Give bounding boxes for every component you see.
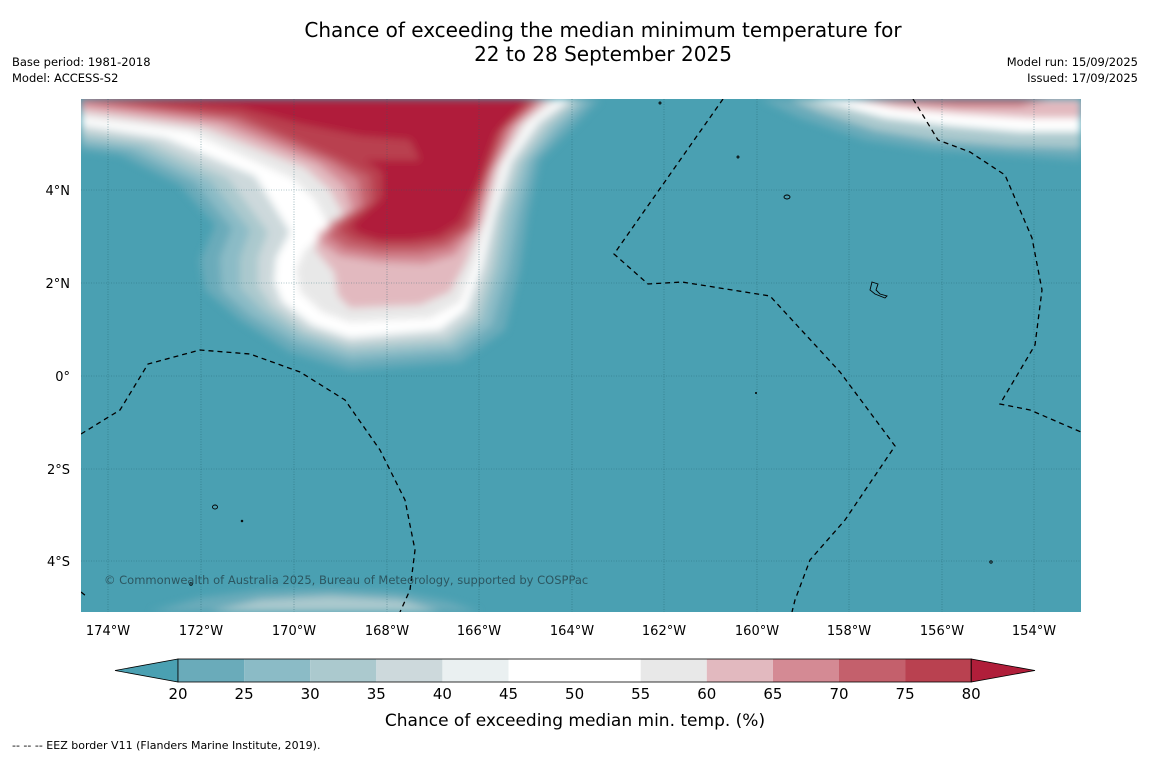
colorbar-tick-label: 35 (367, 685, 386, 703)
colorbar-tick-label: 80 (962, 685, 981, 703)
colorbar-segment (442, 659, 509, 682)
colorbar-segment (706, 659, 773, 682)
base-period: Base period: 1981-2018 (12, 55, 151, 69)
warm-anomaly-northwest (81, 99, 600, 370)
base-info: Base period: 1981-2018 Model: ACCESS-S2 (12, 54, 151, 86)
longitude-label: 164°W (550, 624, 594, 639)
longitude-label: 162°W (642, 624, 686, 639)
latitude-label: 4°N (46, 184, 71, 199)
title-line-2: 22 to 28 September 2025 (474, 42, 732, 66)
title-line-1: Chance of exceeding the median minimum t… (304, 18, 902, 42)
copyright-notice: © Commonwealth of Australia 2025, Bureau… (104, 573, 588, 587)
colorbar-tick-label: 60 (697, 685, 716, 703)
colorbar-frame (177, 658, 972, 683)
longitude-labels: 174°W 172°W 170°W 168°W 166°W 164°W 162°W 160°W… (86, 624, 1056, 639)
colorbar (114, 658, 1036, 683)
colorbar-low-extension (114, 658, 179, 683)
longitude-label: 160°W (735, 624, 779, 639)
anomaly-southwest (150, 588, 480, 612)
colorbar-tick-label: 30 (301, 685, 320, 703)
colorbar-segment (244, 659, 311, 682)
colorbar-tick-label: 40 (433, 685, 452, 703)
island-atoll (869, 281, 888, 299)
colorbar-tick-label: 70 (829, 685, 848, 703)
island-dot (189, 582, 193, 586)
colorbar-tick-label: 65 (763, 685, 782, 703)
colorbar-high-extension (970, 658, 1036, 683)
eez-border-southwest (81, 349, 416, 612)
longitude-label: 158°W (827, 624, 871, 639)
issued-date: Issued: 17/09/2025 (1027, 71, 1138, 85)
colorbar-segment (508, 659, 575, 682)
colorbar-tick-label: 55 (631, 685, 650, 703)
eez-border-central (613, 99, 896, 612)
chart-title: Chance of exceeding the median minimum t… (0, 18, 1150, 66)
colorbar-tick-label: 45 (499, 685, 518, 703)
island-atoll (212, 504, 218, 510)
island-dot (736, 155, 740, 159)
colorbar-segment (640, 659, 707, 682)
island-atoll (783, 194, 791, 200)
longitude-label: 166°W (457, 624, 501, 639)
colorbar-segment (178, 659, 245, 682)
colorbar-segment (574, 659, 641, 682)
latitude-label: 2°S (47, 463, 70, 478)
island-dot (754, 391, 758, 395)
model-name: Model: ACCESS-S2 (12, 71, 119, 85)
colorbar-segment (376, 659, 443, 682)
island-dot (240, 519, 244, 523)
latitude-label: 2°N (46, 277, 71, 292)
longitude-label: 156°W (920, 624, 964, 639)
eez-border-east (912, 99, 1081, 433)
longitude-label: 170°W (272, 624, 316, 639)
colorbar-segment (310, 659, 377, 682)
colorbar-tick-label: 75 (896, 685, 915, 703)
colorbar-segment (905, 659, 972, 682)
eez-borders (81, 99, 1081, 612)
island-dot (989, 560, 993, 564)
islands (189, 101, 993, 586)
island-dot (658, 101, 662, 105)
graticule (81, 99, 1081, 612)
longitude-label: 168°W (365, 624, 409, 639)
longitude-label: 154°W (1012, 624, 1056, 639)
longitude-label: 174°W (86, 624, 130, 639)
latitude-label: 4°S (47, 555, 70, 570)
colorbar-segment (839, 659, 906, 682)
colorbar-tick-label: 25 (235, 685, 254, 703)
longitude-label: 172°W (179, 624, 223, 639)
latitude-labels: 4°N 2°N 0° 2°S 4°S (46, 184, 71, 570)
eez-legend-note: -- -- -- EEZ border V11 (Flanders Marine… (12, 739, 321, 752)
model-run: Model run: 15/09/2025 (1006, 55, 1138, 69)
colorbar-tick-label: 20 (168, 685, 187, 703)
latitude-label: 0° (55, 370, 70, 385)
eez-border-bottom-left (81, 591, 87, 597)
warm-anomaly-northeast (760, 99, 1081, 160)
run-info: Model run: 15/09/2025 Issued: 17/09/2025 (1007, 54, 1138, 86)
colorbar-label: Chance of exceeding median min. temp. (%… (385, 711, 765, 731)
colorbar-tick-labels: 20 25 30 35 40 45 50 55 60 65 70 75 80 (168, 685, 980, 703)
colorbar-tick-label: 50 (565, 685, 584, 703)
colorbar-segment (772, 659, 839, 682)
map-area: © Commonwealth of Australia 2025, Bureau… (81, 99, 1081, 612)
